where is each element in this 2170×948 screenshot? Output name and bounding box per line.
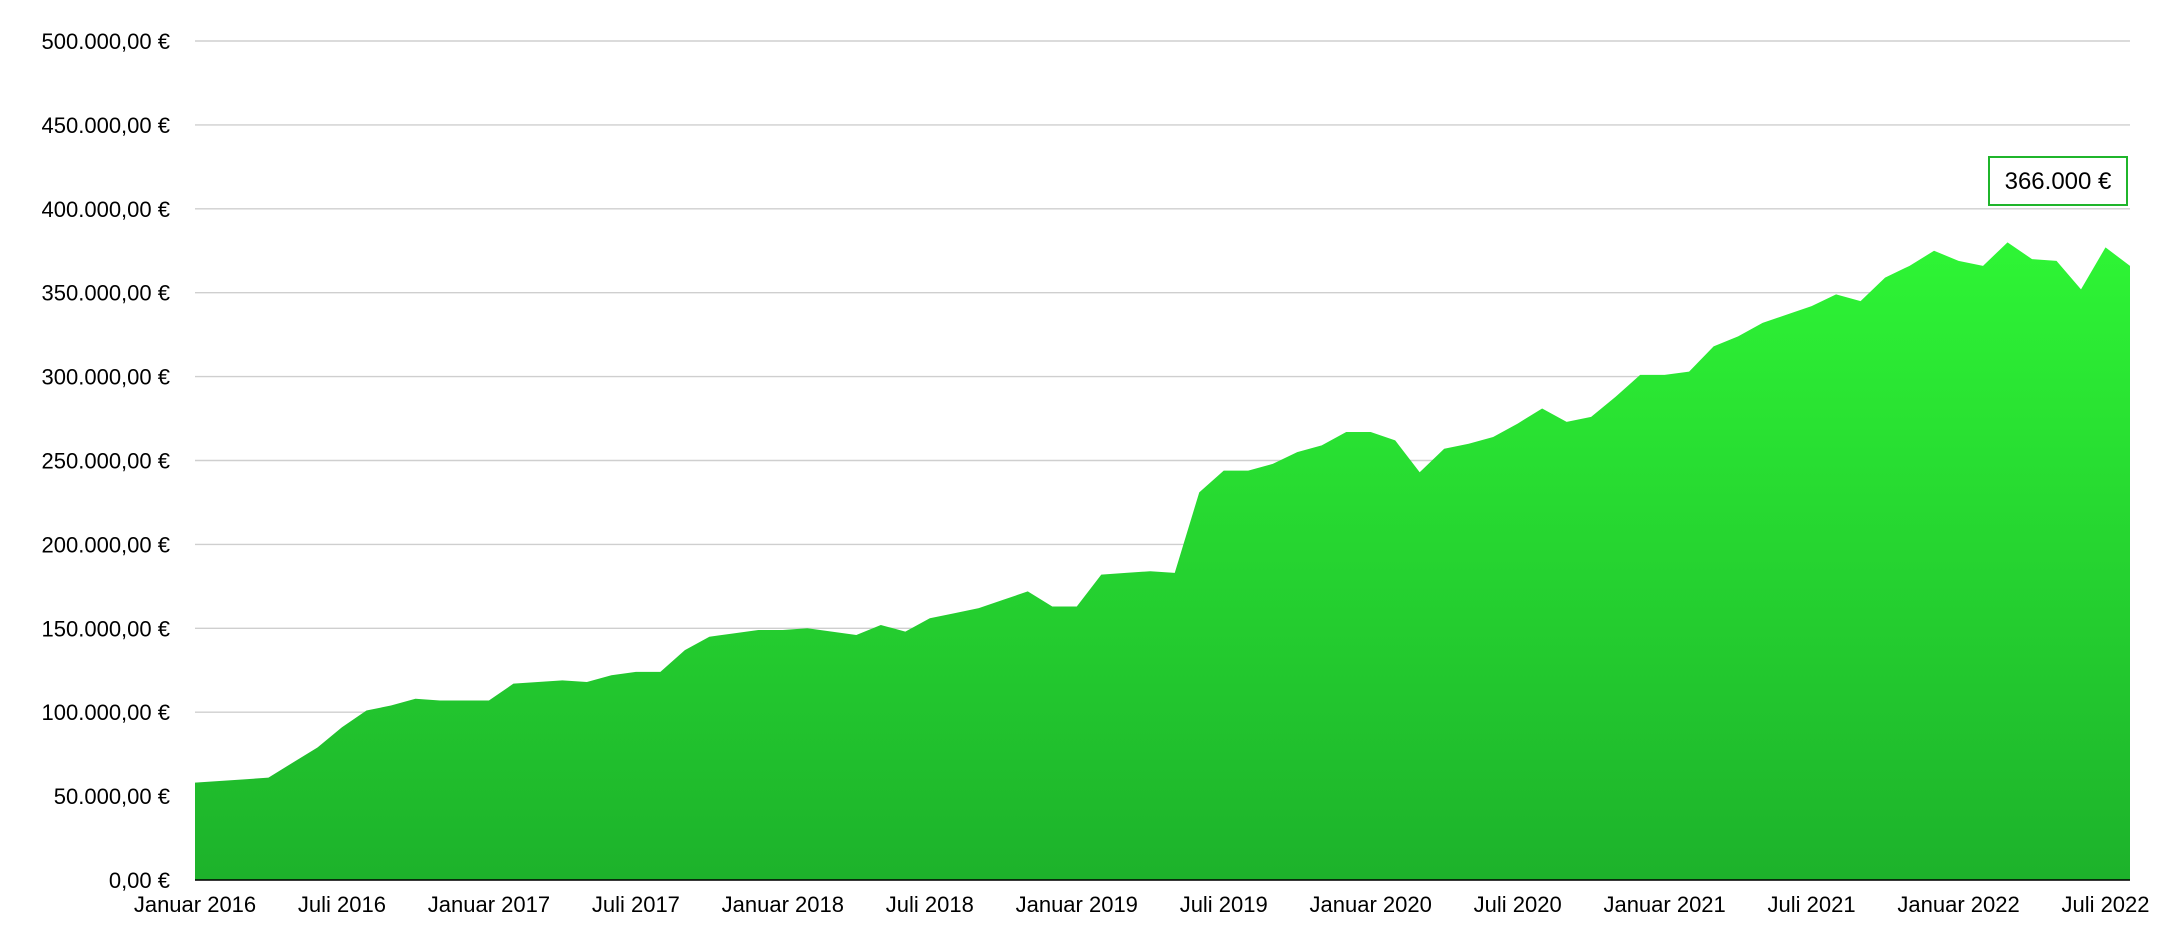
- y-tick-label: 450.000,00 €: [42, 113, 170, 138]
- x-tick-label: Januar 2016: [134, 892, 256, 917]
- x-tick-label: Juli 2018: [886, 892, 974, 917]
- y-tick-label: 400.000,00 €: [42, 197, 170, 222]
- y-tick-label: 100.000,00 €: [42, 700, 170, 725]
- annotation-text: 366.000 €: [2005, 168, 2112, 195]
- y-tick-label: 0,00 €: [109, 868, 170, 893]
- y-tick-label: 500.000,00 €: [42, 29, 170, 54]
- y-tick-label: 250.000,00 €: [42, 449, 170, 474]
- x-tick-label: Juli 2020: [1474, 892, 1562, 917]
- x-tick-label: Juli 2017: [592, 892, 680, 917]
- area-series: [195, 242, 2130, 881]
- annotations: 366.000 €: [1988, 156, 2128, 206]
- x-tick-label: Januar 2019: [1016, 892, 1138, 917]
- y-tick-label: 300.000,00 €: [42, 365, 170, 390]
- y-tick-label: 150.000,00 €: [42, 616, 170, 641]
- annotation-label: 366.000 €: [1988, 156, 2128, 206]
- x-tick-label: Juli 2022: [2061, 892, 2149, 917]
- x-tick-label: Januar 2020: [1310, 892, 1432, 917]
- x-tick-label: Januar 2017: [428, 892, 550, 917]
- y-axis: 0,00 € 50.000,00 € 100.000,00 € 150.000,00 …: [42, 29, 170, 893]
- x-tick-label: Januar 2021: [1603, 892, 1725, 917]
- x-tick-label: Juli 2016: [298, 892, 386, 917]
- x-tick-label: Januar 2022: [1897, 892, 2019, 917]
- x-tick-label: Juli 2019: [1180, 892, 1268, 917]
- x-axis: Januar 2016 Juli 2016 Januar 2017 Juli 2017…: [134, 879, 2150, 917]
- annotation-box: [1988, 156, 2128, 206]
- area-fill: [195, 242, 2130, 881]
- y-tick-label: 50.000,00 €: [54, 784, 170, 809]
- y-tick-label: 350.000,00 €: [42, 281, 170, 306]
- y-tick-label: 200.000,00 €: [42, 532, 170, 557]
- x-tick-label: Juli 2021: [1768, 892, 1856, 917]
- x-tick-label: Januar 2018: [722, 892, 844, 917]
